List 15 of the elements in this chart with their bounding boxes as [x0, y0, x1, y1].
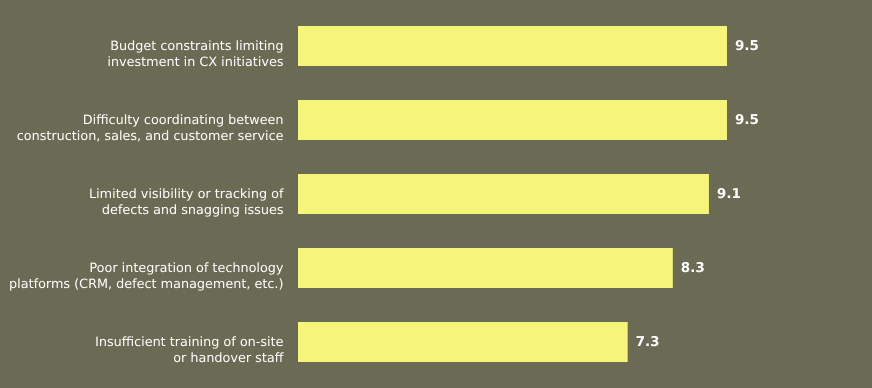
y-tick-label: Budget constraints limiting investment in CX initiatives — [107, 39, 284, 70]
y-tick-label: Insufficient training of on-site or handover staff — [95, 335, 285, 366]
data-label: 7.3 — [636, 334, 660, 350]
y-tick-label: Difficulty coordinating between construction, sales, and customer service — [16, 113, 284, 144]
y-tick-label: Limited visibility or tracking of defects and snagging issues — [88, 187, 284, 218]
y-tick-label: Poor integration of technology platforms (CRM, defect management, etc.) — [9, 261, 284, 292]
data-label: 9.5 — [735, 38, 759, 54]
data-label: 9.1 — [716, 186, 741, 202]
bar — [298, 100, 727, 140]
bar — [298, 174, 709, 214]
bar — [298, 26, 727, 66]
bar — [298, 322, 628, 362]
data-label: 9.5 — [735, 112, 759, 128]
bar — [298, 248, 673, 288]
data-label: 8.3 — [680, 260, 705, 276]
